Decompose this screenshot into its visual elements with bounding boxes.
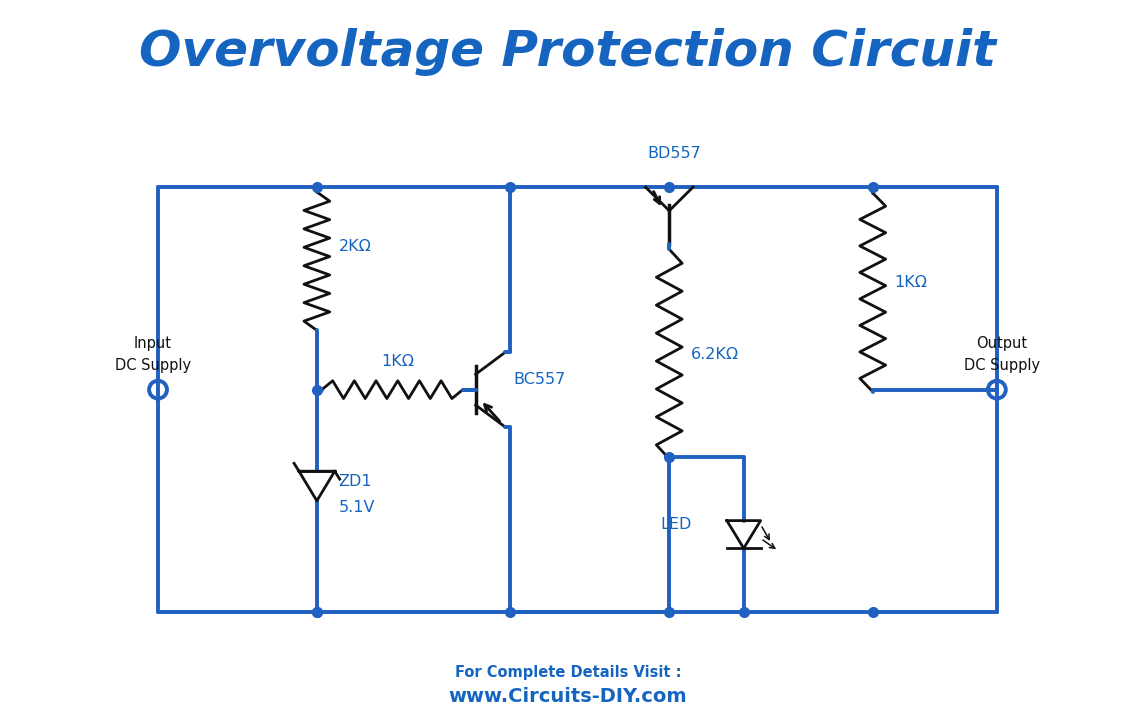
- Text: For Complete Details Visit :: For Complete Details Visit :: [454, 665, 682, 680]
- Text: DC Supply: DC Supply: [115, 358, 191, 373]
- Text: BD557: BD557: [648, 146, 701, 161]
- Text: BC557: BC557: [513, 372, 566, 387]
- Text: 5.1V: 5.1V: [339, 500, 375, 516]
- Text: DC Supply: DC Supply: [963, 358, 1039, 373]
- Text: ZD1: ZD1: [339, 474, 373, 489]
- Text: 1KΩ: 1KΩ: [894, 275, 928, 290]
- Text: LED: LED: [661, 517, 692, 532]
- Text: 2KΩ: 2KΩ: [339, 239, 371, 254]
- Text: Output: Output: [976, 336, 1027, 351]
- Text: Overvoltage Protection Circuit: Overvoltage Protection Circuit: [140, 27, 996, 76]
- Text: Input: Input: [134, 336, 172, 351]
- Text: www.Circuits-DIY.com: www.Circuits-DIY.com: [449, 687, 687, 706]
- Text: 1KΩ: 1KΩ: [381, 354, 414, 369]
- Text: 6.2KΩ: 6.2KΩ: [691, 346, 740, 361]
